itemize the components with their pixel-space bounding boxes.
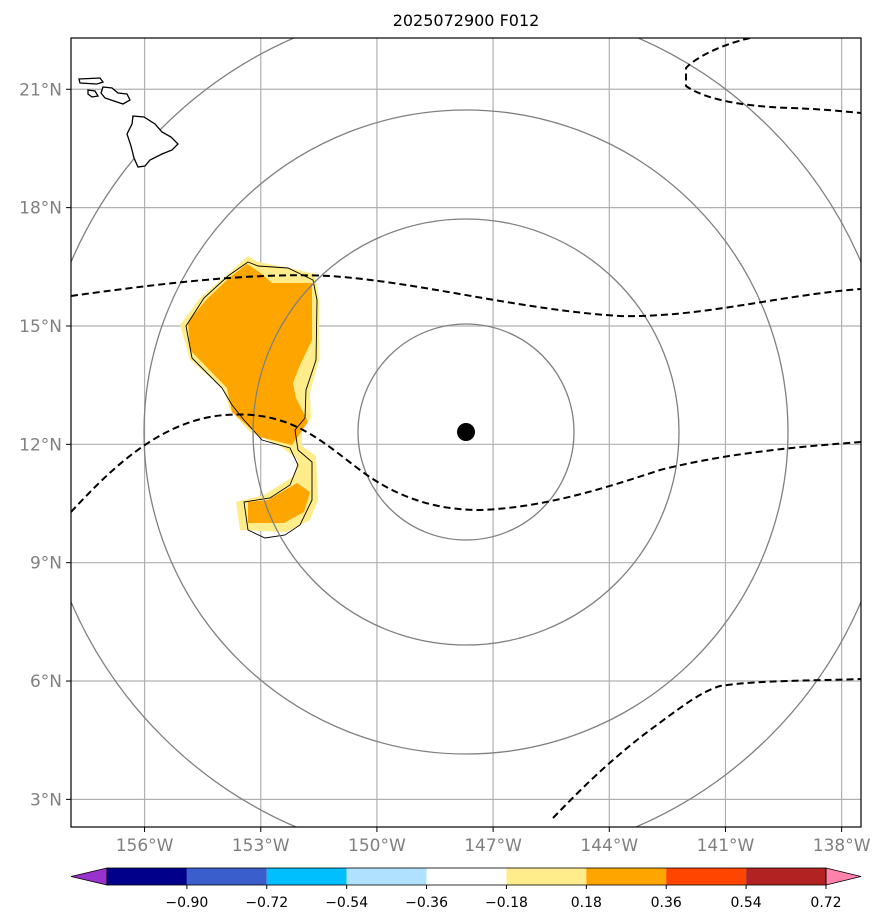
colorbar-extend-high	[825, 867, 862, 886]
colorbar-tick-label: −0.36	[405, 895, 448, 911]
map-title: 2025072900 F012	[393, 11, 540, 30]
dashed-contour-north	[71, 274, 861, 318]
island-kauai	[78, 77, 105, 85]
island-big-island	[126, 115, 179, 168]
lon-tick-label: 144°W	[580, 836, 638, 856]
lat-tick-label: 3°N	[30, 790, 62, 810]
range-rings	[71, 38, 861, 827]
anomaly-shading	[180, 256, 319, 539]
axes: 156°W 153°W 150°W 147°W 144°W 141°W 138°W 21°N 1…	[19, 80, 871, 856]
lat-tick-label: 15°N	[19, 317, 62, 337]
colorbar-tick-label: −0.72	[245, 895, 288, 911]
colorbar-tick-label: 0.72	[810, 895, 841, 911]
anomaly-orange-south	[248, 483, 310, 523]
lon-tick-label: 153°W	[232, 836, 290, 856]
lon-tick-label: 156°W	[116, 836, 174, 856]
colorbar-swatch	[666, 868, 747, 885]
colorbar-frame	[106, 867, 827, 886]
hawaii-islands	[78, 77, 179, 168]
island-maui-group	[100, 86, 131, 105]
colorbar-swatch	[426, 868, 507, 885]
dashed-contour-northeast	[685, 38, 861, 114]
colorbar-swatch	[506, 868, 587, 885]
anomaly-orange-core	[188, 264, 312, 445]
colorbar-swatch	[746, 868, 826, 885]
storm-center-marker	[457, 423, 475, 441]
dashed-contour-southeast	[552, 678, 861, 819]
dashed-contours	[71, 38, 861, 819]
colorbar: −0.90 −0.72 −0.54 −0.36 −0.18 0.18 0.36 0.54 0.7…	[70, 867, 862, 911]
range-ring-1	[357, 323, 575, 541]
lat-tick-label: 18°N	[19, 199, 62, 219]
range-ring-3	[143, 109, 789, 755]
colorbar-swatch	[186, 868, 267, 885]
colorbar-swatch	[266, 868, 347, 885]
anomaly-contour-line	[185, 261, 318, 539]
lat-tick-label: 12°N	[19, 435, 62, 455]
colorbar-swatch	[586, 868, 667, 885]
lat-tick-label: 9°N	[30, 554, 62, 574]
lon-tick-label: 141°W	[697, 836, 755, 856]
lat-tick-label: 6°N	[30, 672, 62, 692]
dashed-contour-middle	[71, 413, 861, 513]
colorbar-swatch	[346, 868, 427, 885]
colorbar-tick-label: −0.90	[165, 895, 208, 911]
lat-tick-label: 21°N	[19, 80, 62, 100]
colorbar-extend-low	[70, 867, 108, 886]
lon-tick-label: 147°W	[464, 836, 522, 856]
graticule	[71, 38, 861, 827]
colorbar-tick-label: 0.36	[651, 895, 682, 911]
colorbar-tick-label: 0.18	[571, 895, 602, 911]
lon-tick-label: 150°W	[348, 836, 406, 856]
lon-tick-label: 138°W	[813, 836, 871, 856]
colorbar-tick-label: −0.54	[325, 895, 368, 911]
map-frame	[70, 37, 862, 828]
colorbar-swatch	[107, 868, 187, 885]
colorbar-tick-label: 0.54	[731, 895, 762, 911]
range-ring-2	[252, 218, 680, 646]
island-oahu	[87, 89, 100, 98]
colorbar-tick-label: −0.18	[485, 895, 528, 911]
